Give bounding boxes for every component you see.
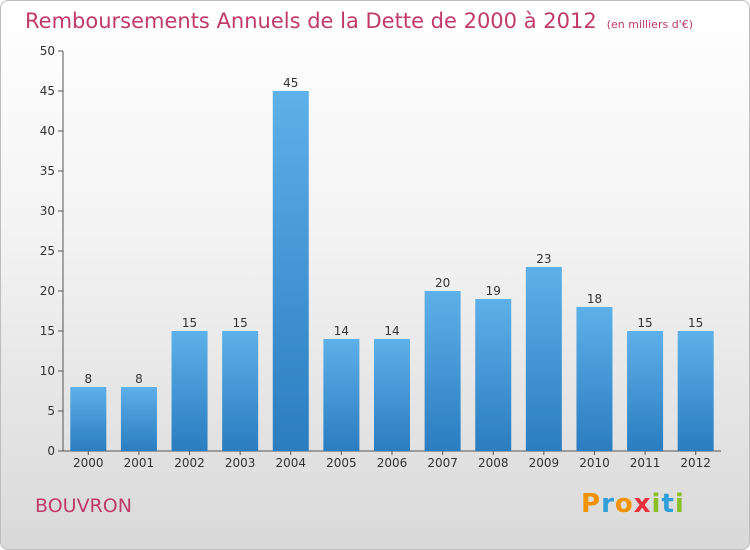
bar-2011 — [627, 331, 664, 451]
y-tick-label: 30 — [40, 204, 55, 218]
y-tick-label: 40 — [40, 124, 55, 138]
axes: 0 5 10 15 20 25 30 35 40 45 50 2000 2001 2002 2003 2004… — [40, 44, 721, 470]
bar-2004 — [272, 91, 309, 451]
x-tick-label-2002: 2002 — [174, 456, 205, 470]
y-tick-label: 50 — [40, 44, 55, 58]
data-label-2002: 15 — [182, 316, 197, 330]
bar-2002 — [171, 331, 208, 451]
bar-2010 — [576, 307, 613, 451]
bar-2012 — [677, 331, 714, 451]
y-tick-label: 10 — [40, 364, 55, 378]
data-label-2004: 45 — [283, 76, 298, 90]
x-tick-label-2005: 2005 — [326, 456, 357, 470]
data-label-2005: 14 — [334, 324, 349, 338]
data-label-2000: 8 — [84, 372, 92, 386]
logo-letter: i — [651, 489, 662, 519]
y-tick-label: 15 — [40, 324, 55, 338]
bar-2006 — [374, 339, 410, 451]
bar-2009 — [525, 267, 562, 451]
x-tick-label-2003: 2003 — [225, 456, 256, 470]
data-label-2009: 23 — [536, 252, 551, 266]
x-tick-label-2009: 2009 — [529, 456, 560, 470]
data-label-2007: 20 — [435, 276, 450, 290]
unit-label: (en milliers d'€) — [606, 18, 693, 31]
x-tick-label-2000: 2000 — [73, 456, 104, 470]
x-tick-label-2011: 2011 — [630, 456, 661, 470]
logo-letter: x — [633, 489, 652, 519]
data-label-2001: 8 — [135, 372, 143, 386]
x-tick-label-2004: 2004 — [275, 456, 306, 470]
y-tick-label: 0 — [47, 444, 55, 458]
data-label-2006: 14 — [384, 324, 399, 338]
proxiti-logo: Proxiti — [581, 489, 685, 519]
title-text: Remboursements Annuels de la Dette de 20… — [25, 9, 597, 33]
y-tick-label: 20 — [40, 284, 55, 298]
y-tick-label: 25 — [40, 244, 55, 258]
bar-2003 — [222, 331, 259, 451]
bar-2001 — [120, 387, 157, 451]
y-tick-label: 5 — [47, 404, 55, 418]
x-tick-label-2008: 2008 — [478, 456, 509, 470]
bar-2005 — [323, 339, 360, 451]
x-tick-label-2010: 2010 — [579, 456, 610, 470]
logo-letter: P — [581, 489, 602, 519]
data-label-2008: 19 — [486, 284, 501, 298]
data-label-2003: 15 — [233, 316, 248, 330]
bar-2008 — [475, 299, 512, 451]
y-tick-label: 45 — [40, 84, 55, 98]
chart-title: Remboursements Annuels de la Dette de 20… — [25, 9, 693, 33]
bar-2007 — [424, 291, 461, 451]
x-tick-label-2006: 2006 — [377, 456, 408, 470]
bar-2000 — [70, 387, 107, 451]
x-tick-label-2001: 2001 — [124, 456, 155, 470]
bars: 8 8 15 15 45 14 14 20 19 23 18 15 15 — [70, 76, 714, 451]
town-name: BOUVRON — [35, 495, 132, 517]
data-label-2010: 18 — [587, 292, 602, 306]
x-tick-label-2007: 2007 — [427, 456, 458, 470]
x-tick-label-2012: 2012 — [680, 456, 711, 470]
logo-letter: o — [614, 489, 634, 519]
logo-letter: t — [661, 489, 675, 519]
logo-letter: r — [601, 489, 615, 519]
data-label-2011: 15 — [637, 316, 652, 330]
y-tick-label: 35 — [40, 164, 55, 178]
logo-letter: i — [674, 489, 685, 519]
data-label-2012: 15 — [688, 316, 703, 330]
